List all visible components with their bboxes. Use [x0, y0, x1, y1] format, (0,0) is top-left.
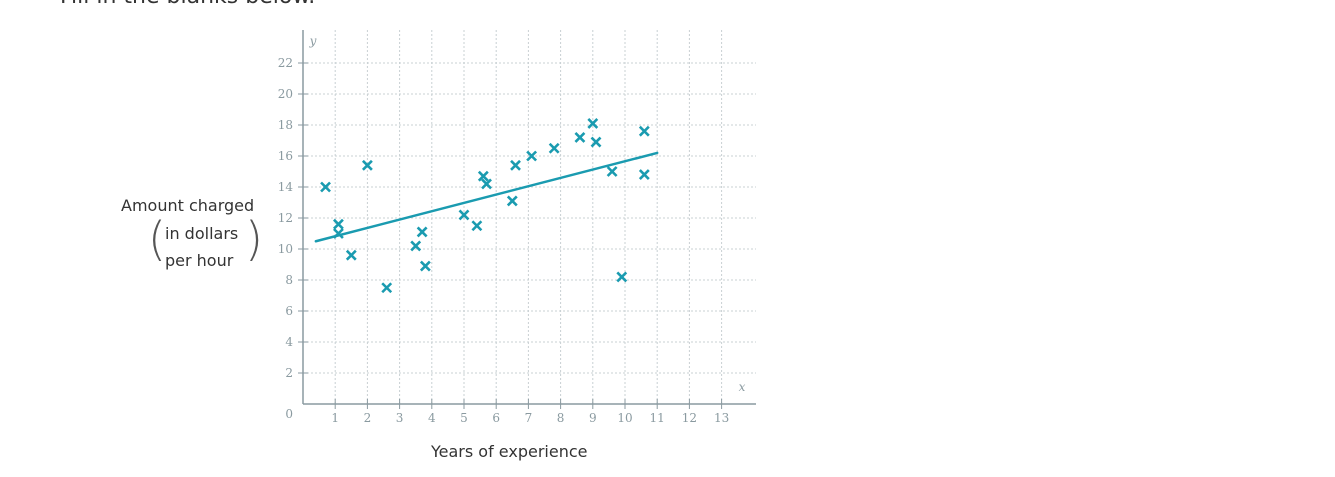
data-point-stroke — [320, 181, 331, 193]
data-point — [526, 150, 538, 162]
data-point-stroke — [606, 166, 618, 177]
data-point-stroke — [506, 195, 518, 207]
trend-line — [314, 151, 659, 243]
data-point-stroke — [590, 136, 602, 148]
data-point — [506, 195, 518, 207]
data-point — [477, 170, 489, 182]
data-point — [320, 181, 331, 193]
data-point — [548, 142, 560, 154]
data-point-stroke — [574, 131, 586, 143]
data-point-stroke — [616, 271, 628, 283]
data-point — [574, 131, 586, 143]
data-point-stroke — [333, 228, 344, 239]
y-tick-label: 14 — [278, 180, 294, 194]
data-point — [587, 118, 599, 129]
data-point-stroke — [333, 218, 344, 230]
data-point-stroke — [345, 249, 357, 261]
data-point — [606, 166, 618, 177]
y-tick-label: 18 — [278, 118, 293, 132]
data-point — [590, 136, 602, 148]
y-tick-label: 2 — [285, 366, 293, 380]
x-tick-label: 8 — [557, 411, 565, 425]
data-point-stroke — [510, 159, 521, 171]
left-paren: ( — [148, 212, 166, 266]
x-tick-label: 1 — [331, 411, 339, 425]
x-axis-variable: x — [739, 380, 746, 394]
x-tick-label: 2 — [364, 411, 372, 425]
data-point-stroke — [458, 209, 470, 221]
x-tick-label: 3 — [396, 411, 404, 425]
prompt-text: Fill in the blanks below. — [60, 0, 315, 9]
data-point-stroke — [548, 142, 560, 154]
y-tick-label: 22 — [278, 56, 293, 70]
y-axis-label: Amount charged — [121, 196, 255, 215]
x-tick-label: 9 — [589, 411, 597, 425]
data-point — [419, 260, 431, 272]
data-point-stroke — [638, 125, 650, 137]
y-tick-label: 20 — [278, 87, 293, 101]
data-point — [333, 228, 344, 239]
y-axis-variable: y — [309, 34, 317, 48]
y-tick-label: 4 — [285, 335, 293, 349]
x-tick-label: 13 — [714, 411, 729, 425]
data-point-stroke — [361, 159, 373, 171]
data-point-stroke — [587, 118, 599, 129]
x-tick-label: 7 — [525, 411, 533, 425]
y-tick-label: 10 — [278, 242, 293, 256]
origin-label: 0 — [285, 407, 293, 421]
data-point — [638, 169, 650, 181]
y-tick-label: 12 — [278, 211, 293, 225]
x-tick-label: 10 — [617, 411, 632, 425]
x-tick-label: 4 — [428, 411, 436, 425]
x-axis-label: Years of experience — [431, 442, 588, 461]
data-point — [410, 240, 422, 252]
x-tick-label: 5 — [460, 411, 468, 425]
right-paren: ) — [245, 212, 263, 266]
data-point — [510, 159, 521, 171]
data-point — [458, 209, 470, 221]
data-point-stroke — [410, 240, 422, 252]
y-axis-unit-line2: per hour — [165, 251, 234, 270]
data-point-stroke — [638, 169, 650, 181]
x-tick-label: 6 — [492, 411, 500, 425]
data-point-stroke — [526, 150, 538, 162]
data-point — [416, 226, 428, 238]
data-point — [345, 249, 357, 261]
data-point — [481, 178, 492, 190]
data-point — [471, 220, 483, 232]
y-axis-unit-line1: in dollars — [165, 224, 239, 243]
y-axis-unit: ( in dollars per hour ) — [148, 216, 263, 272]
data-point — [638, 125, 650, 137]
y-tick-label: 6 — [285, 304, 293, 318]
x-tick-label: 12 — [682, 411, 697, 425]
data-point — [361, 159, 373, 171]
data-point-stroke — [419, 260, 431, 272]
y-tick-label: 8 — [285, 273, 293, 287]
data-point-stroke — [381, 282, 393, 294]
data-point — [381, 282, 393, 294]
y-tick-label: 16 — [278, 149, 293, 163]
x-tick-label: 11 — [650, 411, 665, 425]
data-point — [333, 218, 344, 230]
data-point-stroke — [471, 220, 483, 232]
data-point — [616, 271, 628, 283]
data-point-stroke — [477, 170, 489, 182]
data-point-stroke — [481, 178, 492, 190]
data-point-stroke — [416, 226, 428, 238]
